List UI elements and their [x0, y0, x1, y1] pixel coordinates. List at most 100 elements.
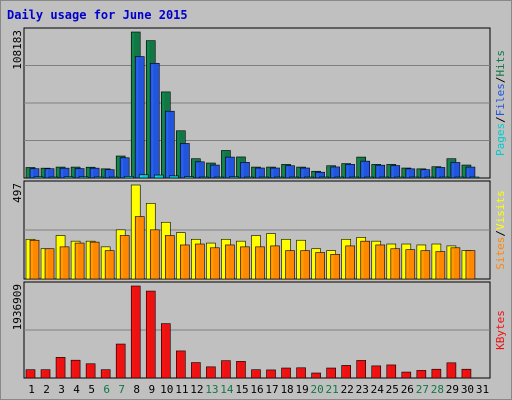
chart-title: Daily usage for June 2015 — [7, 8, 188, 22]
bar-highlight-kbytes-day-29 — [447, 363, 450, 377]
bar-sites-day-25 — [390, 248, 401, 280]
bar-highlight-kbytes-day-25 — [387, 365, 390, 377]
bar-highlight-visits-day-30 — [462, 251, 465, 278]
bar-highlight-kbytes-day-17 — [267, 370, 270, 377]
bar-kbytes-day-29 — [446, 362, 457, 379]
bar-pages-day-25 — [394, 176, 405, 179]
bar-pages-day-18 — [289, 176, 299, 179]
bar-pages-day-3 — [63, 176, 74, 179]
bar-highlight-kbytes-day-30 — [462, 370, 465, 377]
bar-highlight-files-day-11 — [181, 144, 184, 177]
bar-kbytes-day-16 — [251, 369, 261, 379]
bar-highlight-files-day-29 — [451, 163, 454, 177]
x-tick-day-20: 20 — [311, 383, 324, 396]
bar-highlight-sites-day-6 — [106, 251, 109, 278]
bar-highlight-hits-day-20 — [312, 172, 315, 177]
x-tick-day-28: 28 — [431, 383, 444, 396]
bar-kbytes-day-2 — [40, 369, 51, 379]
bar-pages-day-10 — [168, 175, 179, 179]
bar-highlight-kbytes-day-7 — [117, 345, 120, 377]
bar-sites-day-6 — [104, 250, 115, 280]
bar-highlight-sites-day-21 — [331, 255, 334, 278]
bar-pages-day-29 — [454, 176, 465, 179]
bar-highlight-sites-day-1 — [31, 241, 33, 278]
bar-highlight-sites-day-7 — [121, 236, 124, 278]
bar-kbytes-day-12 — [191, 362, 201, 379]
bar-highlight-files-day-23 — [361, 162, 364, 177]
bar-highlight-kbytes-day-18 — [282, 369, 285, 377]
bar-highlight-kbytes-day-8 — [132, 287, 135, 377]
bar-highlight-sites-day-24 — [376, 245, 379, 278]
bar-highlight-sites-day-11 — [181, 245, 184, 278]
bar-highlight-kbytes-day-11 — [177, 351, 180, 377]
x-tick-day-15: 15 — [235, 383, 248, 396]
bar-highlight-hits-day-21 — [327, 166, 330, 177]
x-tick-day-12: 12 — [190, 383, 203, 396]
bar-pages-day-6 — [108, 176, 119, 179]
bar-kbytes-day-3 — [55, 357, 66, 379]
x-tick-day-29: 29 — [446, 383, 459, 396]
bar-pages-day-20 — [319, 176, 329, 179]
bar-highlight-kbytes-day-6 — [102, 370, 105, 377]
bar-sites-day-20 — [315, 252, 325, 280]
bar-highlight-kbytes-day-14 — [222, 361, 225, 377]
bar-highlight-files-day-26 — [406, 169, 409, 177]
bar-highlight-sites-day-23 — [361, 242, 364, 278]
bar-highlight-hits-day-3 — [57, 168, 60, 177]
bar-highlight-kbytes-day-27 — [417, 371, 420, 377]
bar-kbytes-day-26 — [401, 371, 412, 379]
bar-highlight-files-day-7 — [121, 158, 124, 177]
bar-highlight-visits-day-17 — [267, 234, 270, 278]
bar-kbytes-day-28 — [431, 368, 442, 379]
bar-highlight-visits-day-10 — [162, 223, 165, 278]
bar-highlight-kbytes-day-15 — [237, 362, 240, 377]
bar-highlight-visits-day-5 — [87, 242, 90, 278]
bar-sites-day-2 — [44, 248, 55, 280]
bar-pages-day-28 — [439, 176, 450, 179]
bar-highlight-kbytes-day-1 — [27, 370, 29, 377]
bar-highlight-sites-day-15 — [241, 247, 244, 278]
bar-highlight-visits-day-20 — [312, 249, 315, 278]
bar-pages-day-7 — [123, 176, 134, 179]
bar-highlight-hits-day-25 — [387, 165, 390, 177]
bar-highlight-files-day-14 — [226, 158, 229, 177]
bar-highlight-kbytes-day-13 — [207, 367, 210, 377]
x-tick-day-4: 4 — [73, 383, 80, 396]
bar-highlight-hits-day-14 — [222, 151, 225, 177]
bar-highlight-hits-day-15 — [237, 157, 240, 177]
bar-kbytes-day-23 — [356, 360, 367, 379]
x-tick-day-7: 7 — [118, 383, 125, 396]
x-tick-day-14: 14 — [220, 383, 234, 396]
bar-highlight-files-day-17 — [271, 169, 274, 177]
bar-highlight-visits-day-26 — [402, 245, 405, 278]
bar-sites-day-7 — [119, 235, 130, 280]
bar-highlight-sites-day-16 — [256, 247, 259, 278]
bar-kbytes-day-18 — [281, 367, 291, 379]
bar-sites-day-21 — [330, 254, 340, 280]
x-tick-day-11: 11 — [175, 383, 188, 396]
bar-sites-day-17 — [270, 245, 280, 280]
bar-pages-day-5 — [93, 176, 104, 179]
x-tick-day-2: 2 — [43, 383, 50, 396]
bar-highlight-kbytes-day-20 — [312, 374, 315, 377]
panel-2-legend: Sites/Visits — [494, 190, 507, 270]
bar-sites-day-9 — [149, 229, 160, 280]
x-tick-day-23: 23 — [356, 383, 369, 396]
panel-1-legend: Pages/Files/Hits — [494, 50, 507, 156]
bar-highlight-hits-day-17 — [267, 168, 270, 177]
bar-highlight-visits-day-6 — [102, 247, 105, 278]
bar-highlight-visits-day-18 — [282, 240, 285, 278]
bar-highlight-files-day-21 — [331, 167, 334, 177]
bar-sites-day-24 — [375, 244, 386, 280]
bar-sites-day-5 — [89, 241, 100, 280]
bar-highlight-sites-day-8 — [136, 217, 139, 278]
bar-pages-day-13 — [214, 176, 224, 179]
legend-sep: / — [494, 116, 507, 123]
x-tick-day-8: 8 — [133, 383, 140, 396]
bar-highlight-kbytes-day-2 — [42, 370, 45, 377]
bar-sites-day-16 — [255, 246, 265, 280]
bar-highlight-hits-day-8 — [132, 33, 135, 177]
bar-highlight-files-day-20 — [316, 173, 319, 177]
